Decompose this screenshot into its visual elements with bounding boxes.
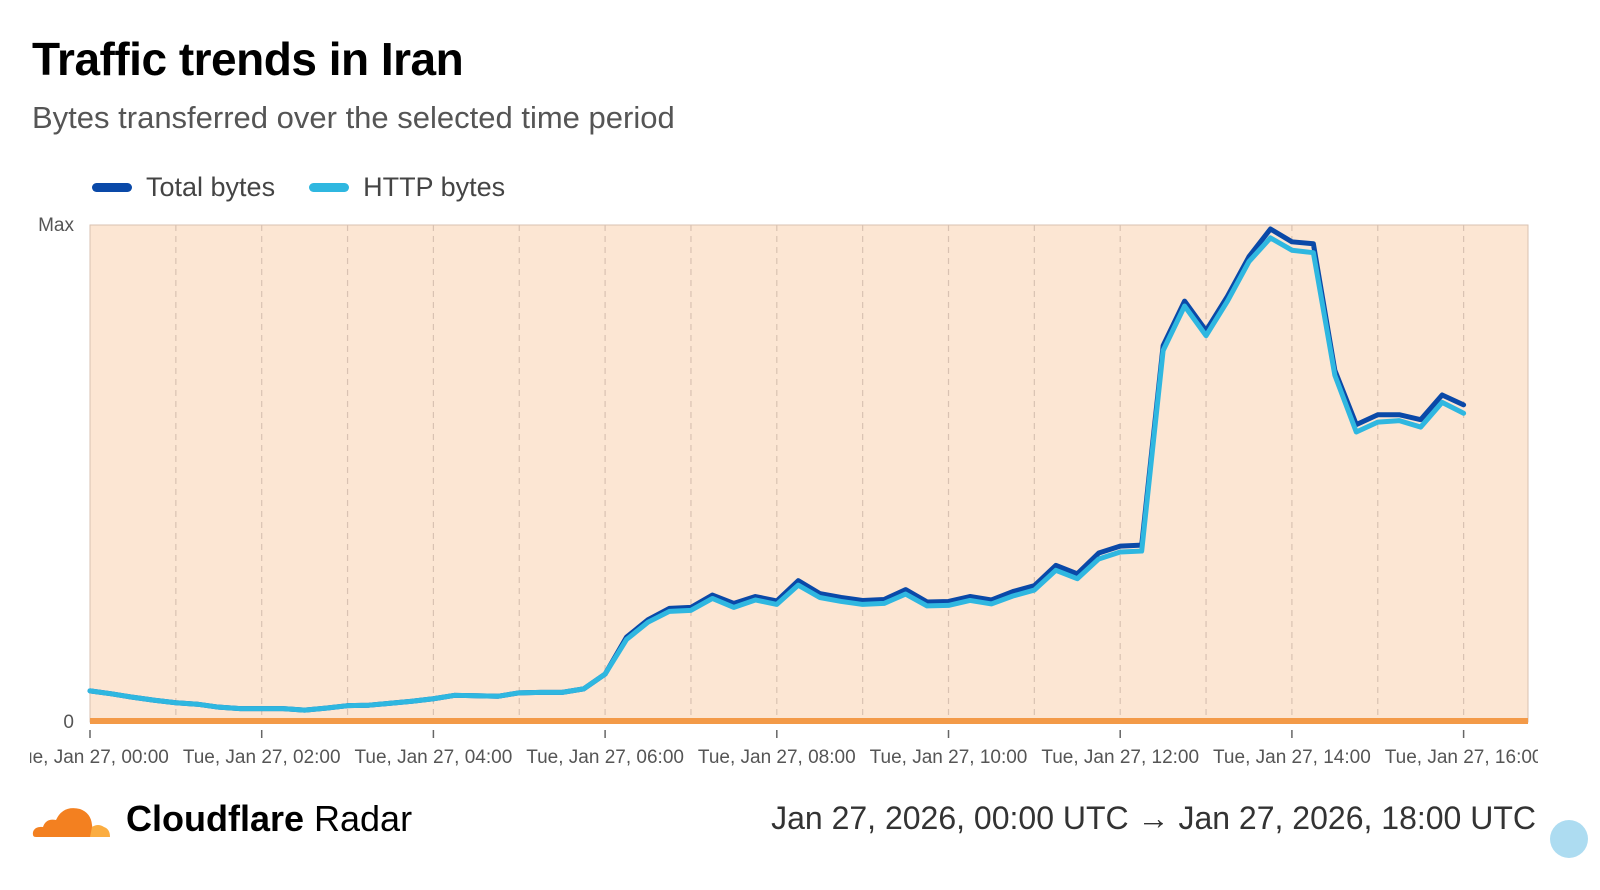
legend-swatch-total [92,183,132,192]
x-tick-label: Tue, Jan 27, 14:00 [1213,747,1371,768]
x-tick-label: Tue, Jan 27, 10:00 [870,747,1028,768]
y-tick-max: Max [38,215,74,236]
y-axis: Max 0 [38,215,74,733]
x-tick-label: Tue, Jan 27, 08:00 [698,747,856,768]
grid-lines [175,225,1465,721]
legend-swatch-http [309,183,350,192]
legend-label-http: HTTP bytes [363,172,506,202]
traffic-line-chart: Max 0 Tue, Jan 27, 00:00 Tue, Jan 27, 02:… [11,215,1543,768]
x-tick-label: Tue, Jan 27, 04:00 [355,747,513,768]
x-tick-label: Tue, Jan 27, 00:00 [11,747,169,768]
plot-area [89,224,1529,723]
chart-title: Traffic trends in Iran [32,33,464,85]
x-tick-label: Tue, Jan 27, 16:00 [1385,747,1543,768]
brand-product: Radar [314,798,413,839]
series-line-http-bytes [87,235,1467,713]
chart-subtitle: Bytes transferred over the selected time… [32,100,675,135]
chart-legend: Total bytes HTTP bytes [92,172,539,203]
brand-name: Cloudflare [126,798,305,839]
cloudflare-logo: Cloudflare Radar [30,798,412,840]
x-tick-label: Tue, Jan 27, 02:00 [183,747,341,768]
date-range: Jan 27, 2026, 00:00 UTC → Jan 27, 2026, … [771,800,1536,836]
x-axis: Tue, Jan 27, 00:00 Tue, Jan 27, 02:00 Tue,… [11,730,1543,768]
x-tick-label: Tue, Jan 27, 12:00 [1041,747,1199,768]
legend-item-http-bytes[interactable]: HTTP bytes [309,172,505,203]
baseline-bar [90,718,1528,724]
series-lines [87,226,1467,713]
legend-item-total-bytes[interactable]: Total bytes [92,172,275,203]
legend-label-total: Total bytes [146,172,276,202]
x-tick-label: Tue, Jan 27, 06:00 [526,747,684,768]
cloud-icon [32,808,110,837]
y-tick-zero: 0 [63,712,74,733]
watermark-icon [1550,820,1588,858]
